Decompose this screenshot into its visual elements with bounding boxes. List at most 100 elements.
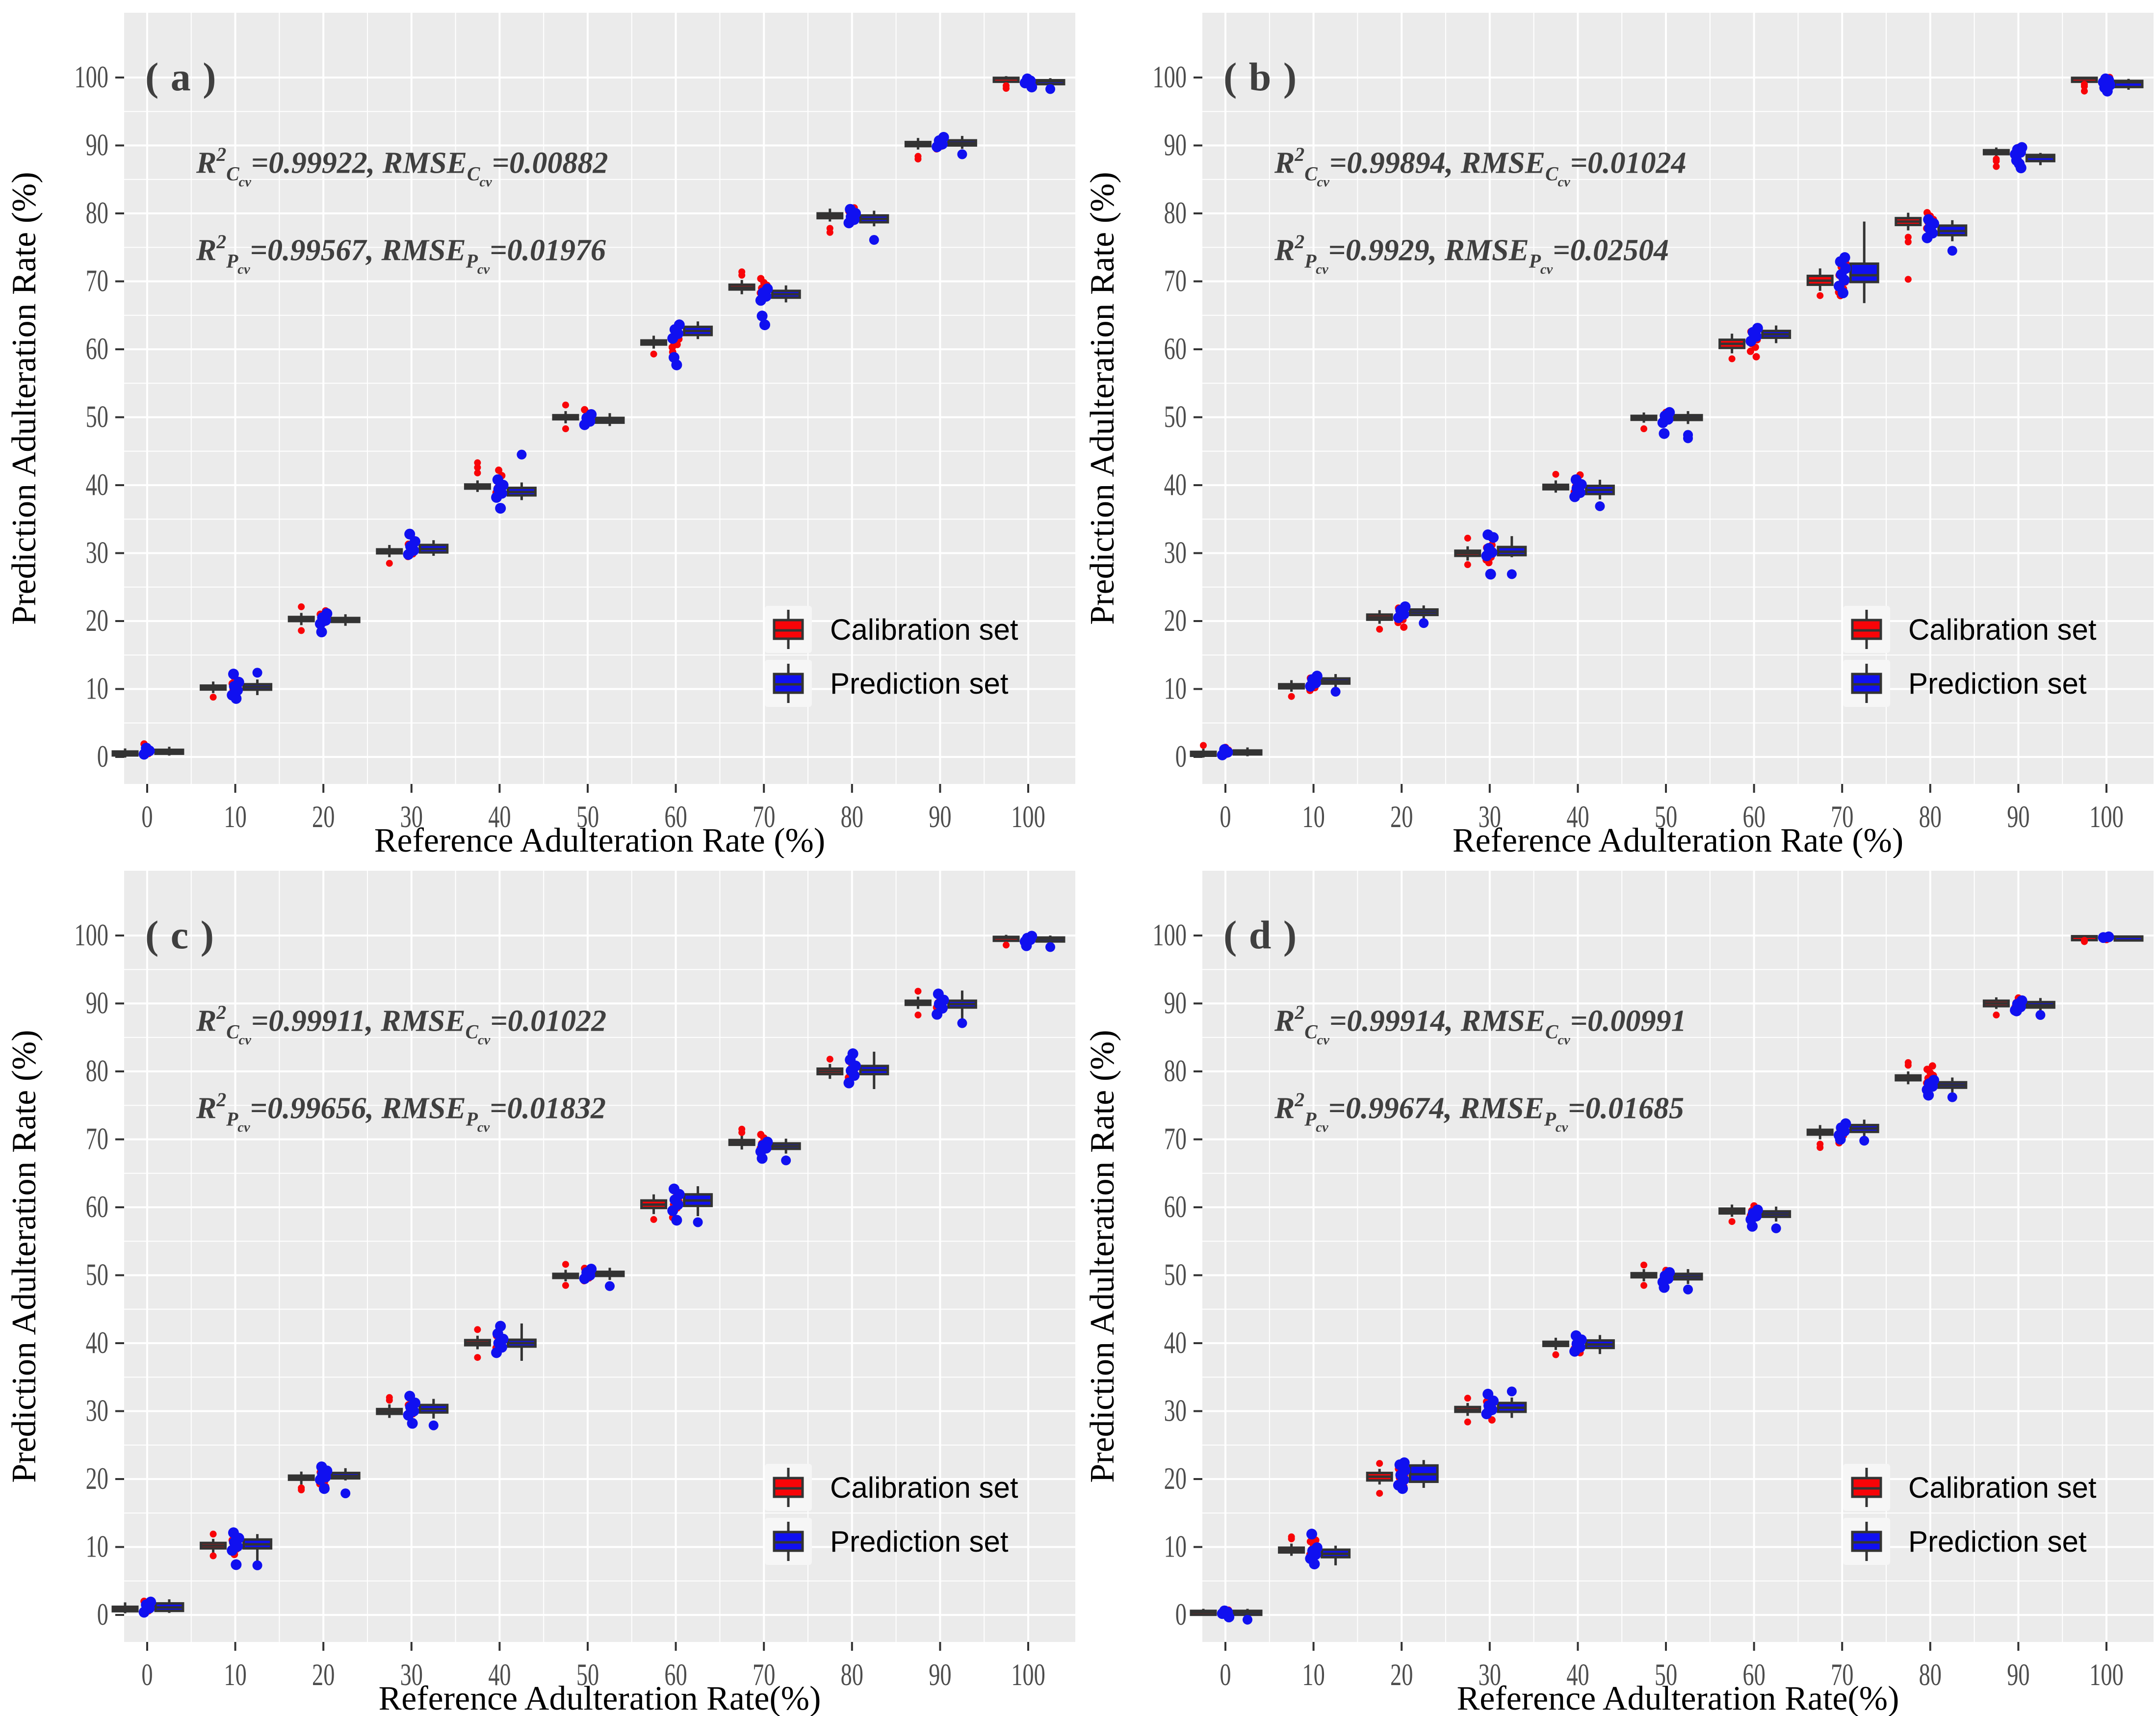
stats-token: =0.99914, [1329,1004,1461,1038]
prediction-jitter-dot [843,1077,855,1089]
prediction-jitter-dot [233,676,244,688]
y-tick-label: 40 [1164,468,1187,502]
prediction-outlier-dot [1507,569,1517,579]
calibration-outlier-dot [1640,1261,1647,1269]
calibration-outlier-dot [2081,938,2088,945]
stats-token: C [1545,1021,1559,1043]
stats-token: =0.00882 [492,146,608,180]
prediction-outlier-dot [781,1155,791,1166]
prediction-jitter-dot [756,311,768,322]
x-tick-label: 30 [400,1658,423,1692]
box-group-80 [1895,1059,1968,1102]
stats-token: RMSE [1460,1004,1546,1038]
x-tick-label: 40 [488,1658,511,1692]
y-tick-label: 80 [1164,196,1187,231]
y-tick-label: 0 [1175,739,1187,774]
prediction-jitter-dot [1659,428,1670,439]
box-group-40 [464,449,537,514]
prediction-jitter-dot [1835,1134,1846,1145]
stats-token: RMSE [381,1004,466,1038]
prediction-jitter-dot [1021,940,1032,951]
y-tick-label: 60 [86,332,108,366]
stats-token: R [196,234,217,267]
calibration-outlier-dot [826,229,833,236]
x-tick-label: 100 [1011,1658,1045,1692]
prediction-jitter-dot [1397,1483,1408,1494]
x-tick-label: 0 [1220,1658,1231,1692]
stats-token: R [196,1004,217,1038]
calibration-outlier-dot [386,1394,393,1401]
prediction-outlier-dot [957,1018,967,1028]
x-tick-label: 100 [2089,1658,2124,1692]
legend-label-prediction: Prediction set [1908,667,2087,700]
y-tick-label: 0 [97,739,108,774]
stats-token: R [1274,234,1295,267]
panel-letter: ( a ) [145,54,217,99]
prediction-jitter-dot [1311,671,1323,682]
x-tick-label: 30 [1479,800,1501,834]
calibration-outlier-dot [298,1486,305,1494]
calibration-outlier-dot [1904,238,1912,246]
x-tick-label: 70 [1831,1658,1853,1692]
prediction-jitter-dot [762,1137,773,1148]
x-tick-label: 0 [1220,800,1231,834]
axes: 0 10 20 30 40 50 60 70 80 90 100 0 10 20 30 40 50 60 70 80 9… [1152,60,2123,834]
calibration-outlier-dot [1904,276,1912,283]
stats-line-2: R2Pcv=0.9929, RMSEPcv=0.02504 [1274,231,1669,278]
y-tick-label: 30 [86,535,108,570]
stats-token: cv [1317,1032,1329,1048]
calibration-jitter-dot [1752,353,1760,361]
box-group-40 [1542,470,1615,511]
prediction-jitter-dot [756,1153,768,1164]
calibration-outlier-dot [914,988,922,995]
calibration-jitter-dot [1923,1066,1931,1073]
stats-token: cv [1540,261,1553,277]
calibration-outlier-dot [1817,292,1824,299]
panel-a: 0 10 20 30 40 50 60 70 80 90 100 0 10 20 30 40 50 60 70 80 9… [0,0,1078,858]
prediction-jitter-dot [1022,73,1033,84]
calibration-outlier-dot [1993,163,2000,170]
x-tick-label: 60 [1742,1658,1765,1692]
x-tick-label: 20 [1390,800,1413,834]
y-axis-title: Prediction Adulteration Rate (%) [1084,1030,1121,1482]
stats-token: P [466,1108,478,1130]
gridlines [124,13,1075,784]
prediction-jitter-dot [1923,214,1934,225]
box-group-100 [2071,73,2144,97]
stats-line-1: R2Ccv=0.99911, RMSECcv=0.01022 [196,1001,606,1048]
calibration-outlier-dot [474,459,481,467]
prediction-jitter-dot [141,742,152,754]
stats-token: C [1545,163,1559,185]
prediction-jitter-dot [762,283,773,294]
x-axis-title: Reference Adulteration Rate (%) [374,822,825,858]
legend-label-calibration: Calibration set [1908,613,2097,646]
stats-token: P [1529,250,1541,272]
x-tick-label: 20 [312,800,335,834]
calibration-outlier-dot [1640,1282,1647,1289]
y-tick-label: 30 [86,1393,108,1428]
box-group-70 [728,268,801,331]
x-tick-label: 30 [1479,1658,1501,1692]
calibration-outlier-dot [209,1531,217,1538]
x-tick-label: 80 [841,800,863,834]
stats-line-1: R2Ccv=0.99922, RMSECcv=0.00882 [196,143,608,190]
legend-label-calibration: Calibration set [830,1471,1018,1504]
stats-line-2: R2Pcv=0.99674, RMSEPcv=0.01685 [1274,1089,1684,1136]
y-tick-label: 20 [86,603,108,638]
prediction-jitter-dot [495,503,506,514]
calibration-outlier-dot [298,627,305,634]
calibration-outlier-dot [1552,470,1559,478]
box-group-30 [376,528,449,567]
prediction-jitter-dot [2102,85,2113,97]
y-axis-title: Prediction Adulteration Rate (%) [5,172,43,624]
box-group-20 [1366,1457,1439,1497]
prediction-jitter-dot [1664,1267,1675,1278]
x-tick-label: 20 [312,1658,335,1692]
y-tick-label: 60 [1164,332,1187,366]
prediction-jitter-dot [231,1559,242,1570]
axes: 0 10 20 30 40 50 60 70 80 90 100 0 10 20 30 40 50 60 70 80 9… [74,918,1045,1692]
prediction-jitter-dot [1306,1529,1317,1540]
axes: 0 10 20 30 40 50 60 70 80 90 100 0 10 20 30 40 50 60 70 80 9… [1152,918,2123,1692]
gridlines [1202,13,2154,784]
